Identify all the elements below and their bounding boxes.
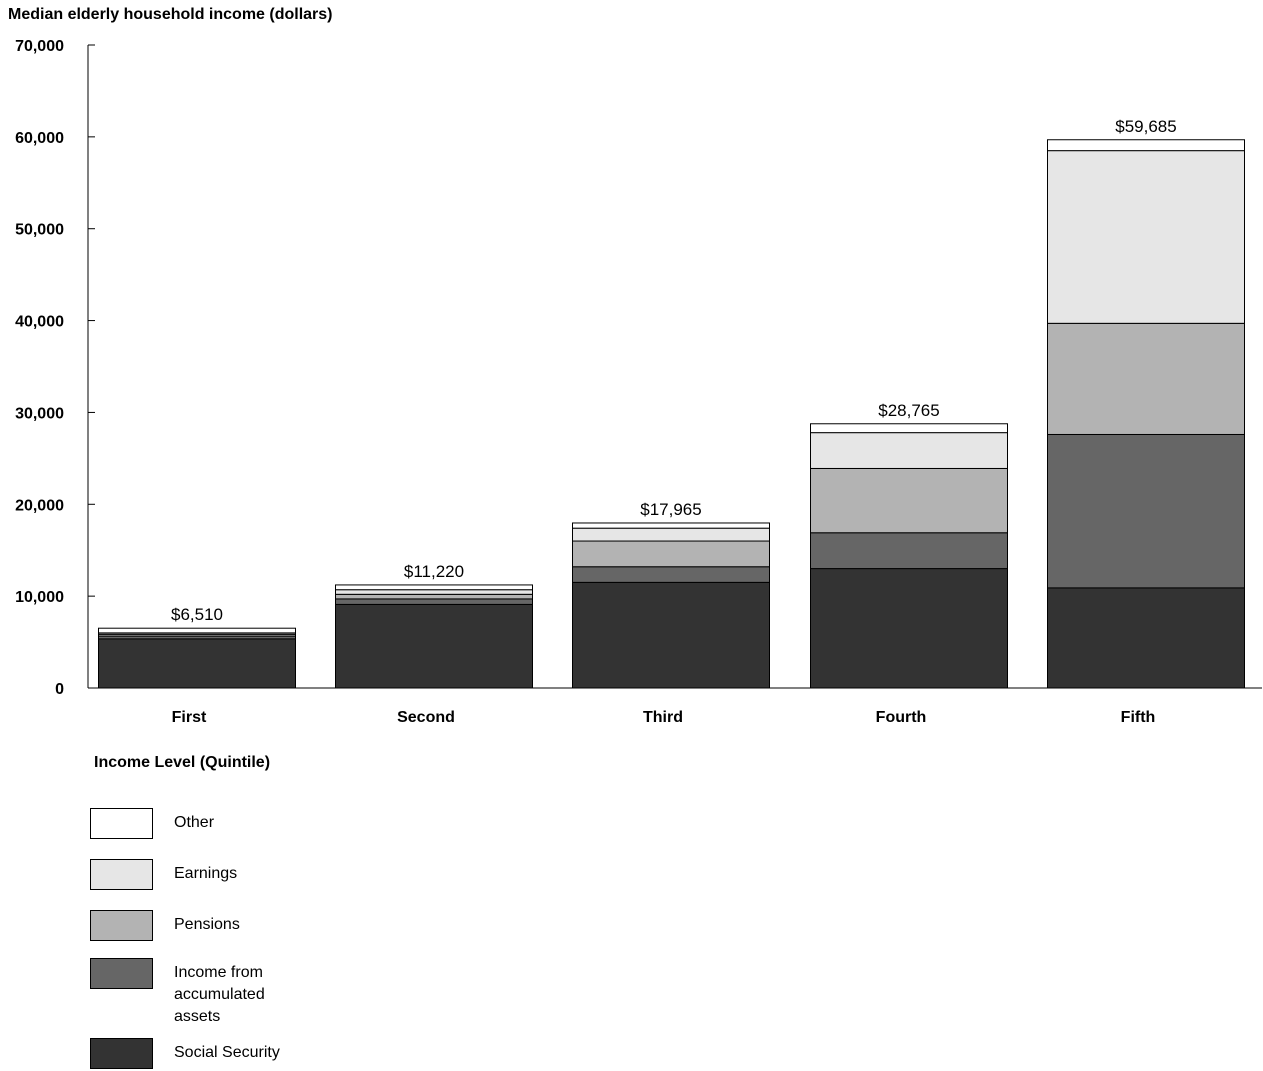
legend-swatch-social-security bbox=[90, 1038, 153, 1069]
legend-label-earnings: Earnings bbox=[174, 865, 238, 882]
bar-segment-fifth-social-security bbox=[1047, 587, 1245, 689]
bar-segment-fifth-income-from-accumulated-assets bbox=[1047, 433, 1245, 589]
bar-segment-second-other bbox=[335, 584, 533, 591]
total-label-first: $6,510 bbox=[171, 605, 223, 624]
bar-segment-second-pensions bbox=[335, 593, 533, 600]
y-axis-title: Median elderly household income (dollars… bbox=[8, 6, 333, 23]
legend-swatch-assets bbox=[90, 958, 153, 989]
x-tick-label-third: Third bbox=[643, 709, 683, 726]
bar-segment-third-other bbox=[572, 522, 770, 529]
x-tick-label-fourth: Fourth bbox=[876, 709, 927, 726]
bar-segment-fourth-earnings bbox=[810, 432, 1008, 469]
bar-segment-fourth-social-security bbox=[810, 568, 1008, 689]
x-tick-label-first: First bbox=[172, 709, 207, 726]
legend-swatch-pensions bbox=[90, 910, 153, 941]
bar-segment-fourth-pensions bbox=[810, 467, 1008, 534]
stacked-bar-chart: 0 10,000 20,000 30,000 40,000 50,000 60,000 70,… bbox=[15, 38, 1262, 726]
total-label-third: $17,965 bbox=[640, 500, 701, 519]
legend-label-other: Other bbox=[174, 814, 215, 831]
y-tick-label: 60,000 bbox=[15, 130, 64, 147]
total-label-second: $11,220 bbox=[404, 562, 464, 581]
bar-segment-fifth-pensions bbox=[1047, 322, 1245, 435]
x-axis-title: Income Level (Quintile) bbox=[94, 754, 271, 771]
y-tick-label: 20,000 bbox=[15, 497, 64, 514]
bar-segment-fifth-other bbox=[1047, 139, 1245, 152]
bar-segment-second-social-security bbox=[335, 603, 533, 689]
y-tick-label: 0 bbox=[55, 681, 64, 698]
x-tick-label-second: Second bbox=[397, 709, 455, 726]
x-tick-label-fifth: Fifth bbox=[1121, 709, 1156, 726]
y-tick-label: 30,000 bbox=[15, 405, 64, 422]
y-tick-label: 40,000 bbox=[15, 314, 64, 331]
bar-segment-fifth-earnings bbox=[1047, 150, 1245, 324]
legend-label-assets: Income from accumulated assets bbox=[174, 964, 265, 1025]
bar-segment-first-social-security bbox=[98, 638, 296, 689]
legend-label-pensions: Pensions bbox=[174, 916, 240, 933]
bar-segment-fourth-income-from-accumulated-assets bbox=[810, 532, 1008, 570]
bar-segment-third-pensions bbox=[572, 540, 770, 568]
y-tick-label: 10,000 bbox=[15, 589, 64, 606]
bar-segment-fourth-other bbox=[810, 423, 1008, 434]
total-label-fifth: $59,685 bbox=[1115, 117, 1176, 136]
legend-label-social-security: Social Security bbox=[174, 1044, 280, 1061]
legend-swatch-other bbox=[90, 808, 153, 839]
bar-segment-third-income-from-accumulated-assets bbox=[572, 566, 770, 583]
bar-segment-second-earnings bbox=[335, 589, 533, 595]
y-tick-label: 50,000 bbox=[15, 222, 64, 239]
legend-swatch-earnings bbox=[90, 859, 153, 890]
total-label-fourth: $28,765 bbox=[878, 401, 939, 420]
bar-segment-first-other bbox=[98, 627, 296, 634]
bar-segment-third-social-security bbox=[572, 581, 770, 689]
bar-segment-third-earnings bbox=[572, 527, 770, 542]
bar-segment-second-income-from-accumulated-assets bbox=[335, 598, 533, 605]
y-tick-label: 70,000 bbox=[15, 38, 64, 55]
